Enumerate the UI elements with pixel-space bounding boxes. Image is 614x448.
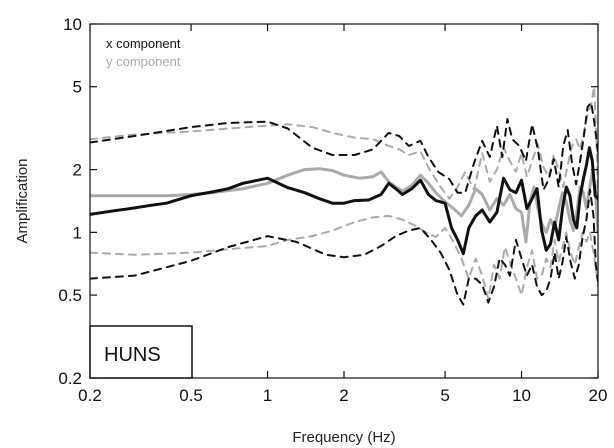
series-x-component-mean-line [90, 146, 598, 256]
x-tick-label: 0.2 [78, 386, 102, 405]
legend-y-component: y component [106, 54, 181, 69]
series-x-component-lower-dashed-line [90, 188, 598, 306]
series-y-component-mean-line [90, 167, 598, 244]
x-tick-label: 5 [440, 386, 449, 405]
x-axis-title: Frequency (Hz) [292, 429, 395, 446]
x-tick-label: 0.5 [179, 386, 203, 405]
station-label: HUNS [104, 344, 161, 366]
ticks-layer: 0.2 0.5 1 2 5 10 20 0.2 0.5 1 2 5 10 [58, 15, 607, 405]
series-y-component-lower-dashed-line [90, 214, 598, 300]
y-tick-label: 1 [73, 223, 82, 242]
y-tick-label: 0.5 [58, 286, 82, 305]
series-layer [90, 85, 598, 306]
series-x-component-upper-dashed-line [90, 101, 598, 194]
x-tick-label: 1 [263, 386, 272, 405]
y-axis-title: Amplification [14, 158, 31, 243]
x-tick-label: 20 [589, 386, 608, 405]
x-tick-label: 2 [339, 386, 348, 405]
y-tick-label: 10 [63, 15, 82, 34]
x-tick-label: 10 [512, 386, 531, 405]
y-tick-label: 2 [73, 161, 82, 180]
station-annotation-box [89, 325, 193, 379]
legend-x-component: x component [106, 36, 181, 51]
y-tick-label: 0.2 [58, 369, 82, 388]
series-y-component-upper-dashed-line [90, 85, 598, 200]
legend: x component y component [106, 36, 181, 69]
y-tick-label: 5 [73, 78, 82, 97]
station-annotation: HUNS [89, 325, 193, 379]
plot-frame [89, 23, 599, 379]
